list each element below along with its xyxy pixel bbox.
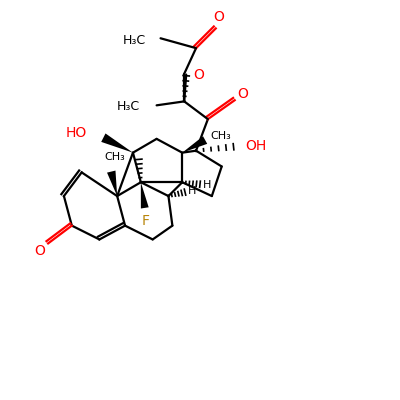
Text: O: O — [214, 10, 224, 24]
Text: HO: HO — [66, 126, 87, 140]
Polygon shape — [141, 182, 149, 208]
Polygon shape — [182, 136, 207, 153]
Text: H₃C: H₃C — [122, 34, 146, 47]
Text: F: F — [142, 214, 150, 228]
Text: H: H — [188, 186, 196, 196]
Text: OH: OH — [245, 139, 267, 153]
Text: CH₃: CH₃ — [105, 152, 126, 162]
Text: H₃C: H₃C — [117, 100, 140, 113]
Text: CH₃: CH₃ — [210, 131, 231, 141]
Text: O: O — [237, 87, 248, 101]
Text: H: H — [203, 180, 211, 190]
Polygon shape — [107, 170, 117, 196]
Text: O: O — [193, 68, 204, 82]
Polygon shape — [101, 134, 133, 153]
Text: O: O — [34, 244, 45, 258]
